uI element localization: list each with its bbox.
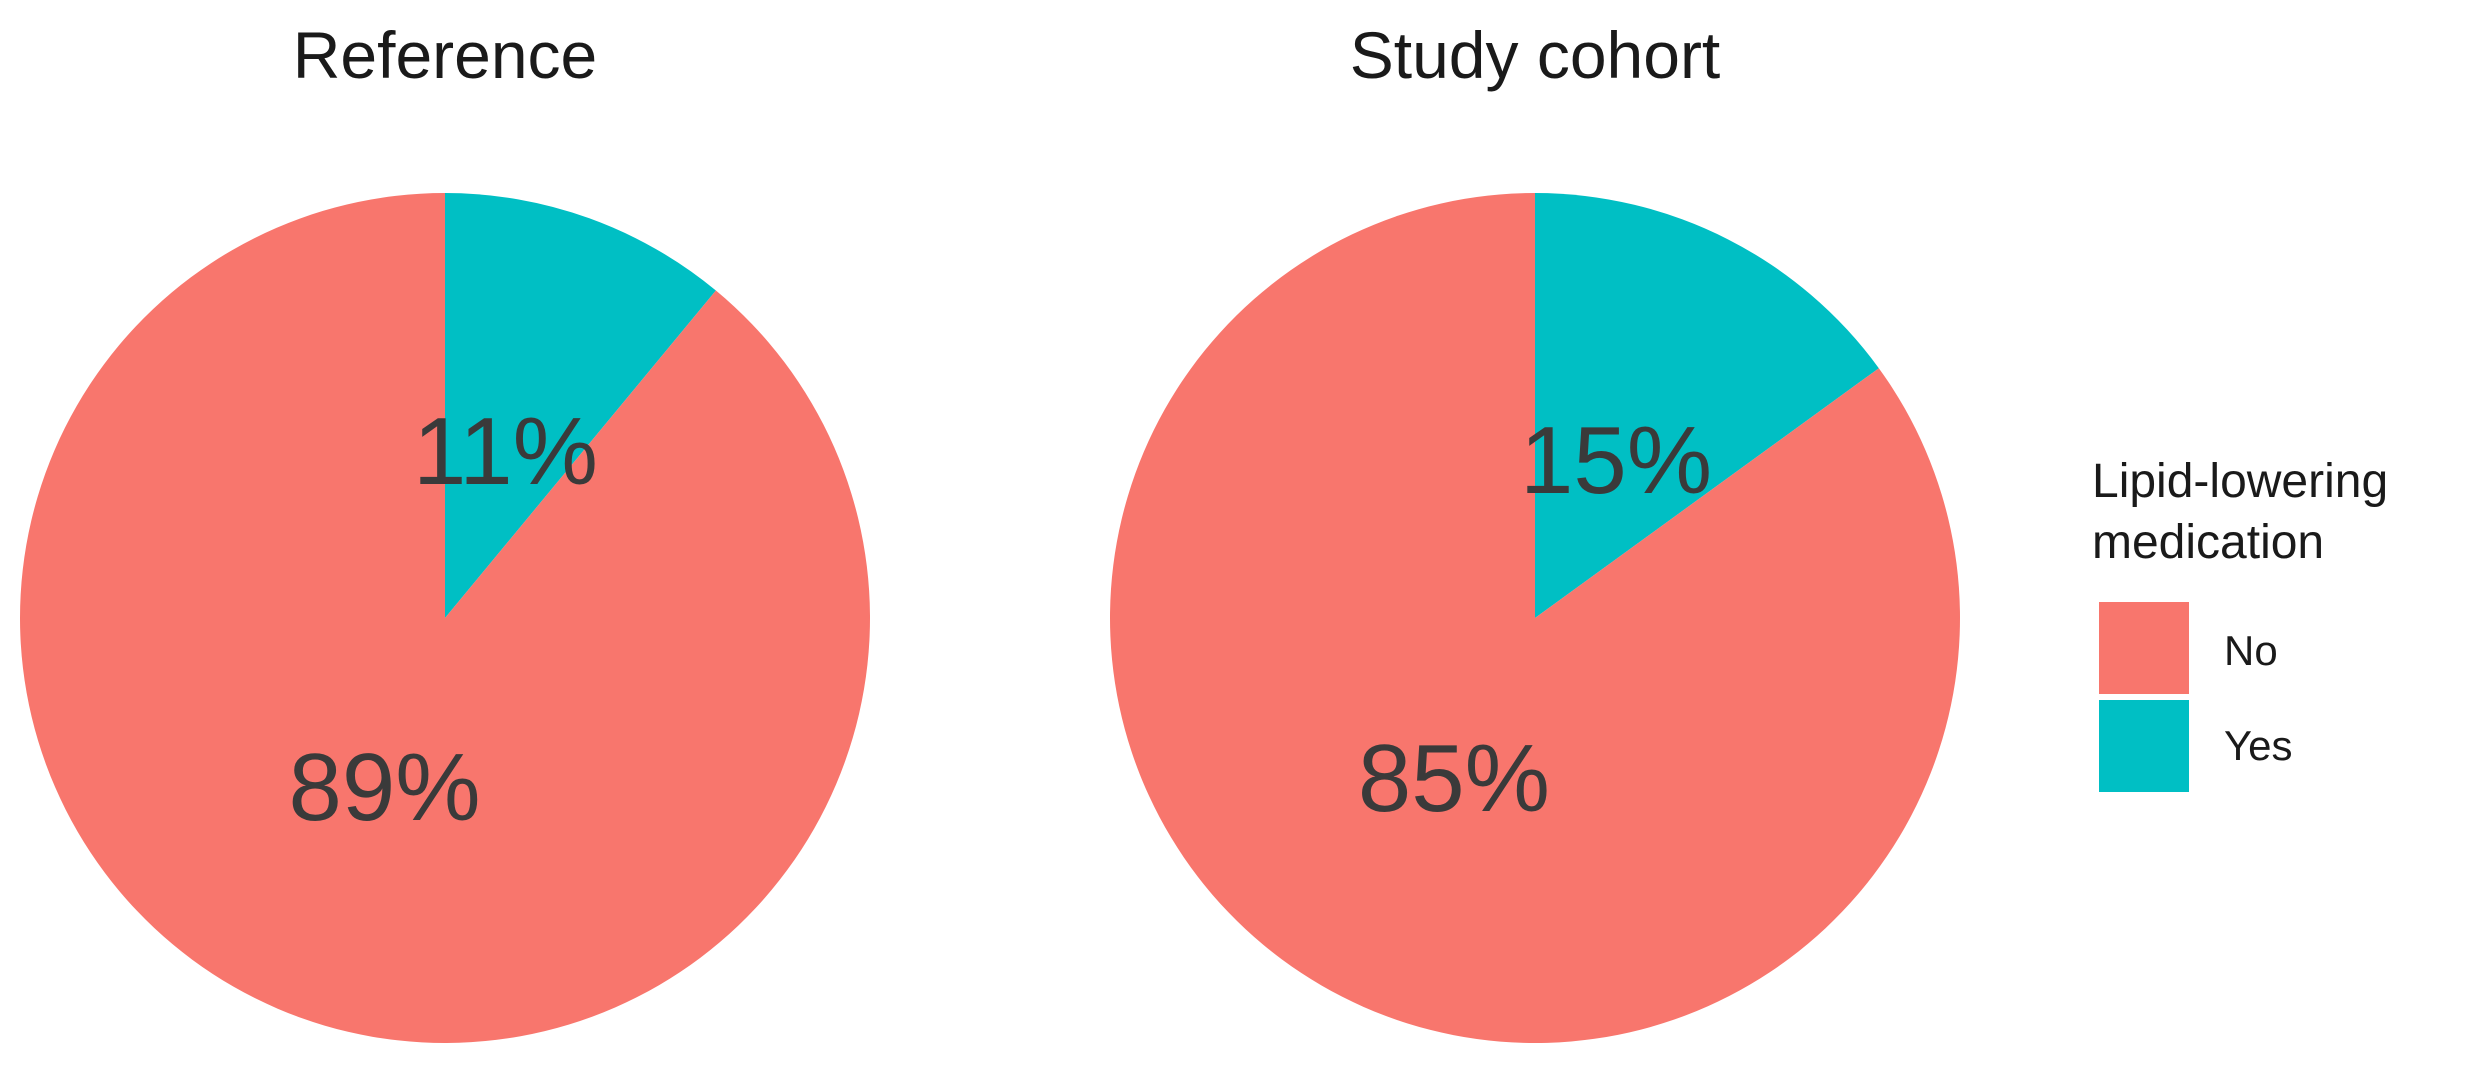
pie-slice-no — [1110, 193, 1960, 1043]
pie-slices-reference — [19, 193, 871, 1043]
pie-label-yes: 15% — [1520, 407, 1712, 514]
chart-title-reference: Reference — [293, 18, 598, 92]
pie-study-cohort: Study cohort 15% 85% — [1110, 18, 1960, 1043]
legend-title-line1: Lipid-lowering — [2092, 455, 2388, 508]
pie-slice-yes — [1535, 193, 1879, 618]
pie-label-yes: 11% — [413, 398, 598, 505]
chart-title-study-cohort: Study cohort — [1350, 18, 1721, 92]
legend-title-line2: medication — [2092, 516, 2324, 569]
pie-label-no: 85% — [1358, 725, 1550, 832]
legend-label-yes: Yes — [2224, 722, 2293, 769]
pie-labels-reference: 11% 89% — [288, 398, 598, 841]
pie-slice-yes — [445, 193, 716, 618]
pie-label-no: 89% — [288, 734, 480, 841]
pie-labels-study-cohort: 15% 85% — [1358, 407, 1712, 832]
legend-key-no — [2099, 602, 2189, 694]
legend-key-yes — [2099, 700, 2189, 792]
pie-reference: Reference 11% 89% — [19, 18, 871, 1043]
legend-label-no: No — [2224, 627, 2278, 674]
legend: Lipid-lowering medication No Yes — [2092, 455, 2388, 792]
pie-slices-study-cohort — [1110, 193, 1960, 1043]
pie-slice-no — [19, 193, 871, 1043]
